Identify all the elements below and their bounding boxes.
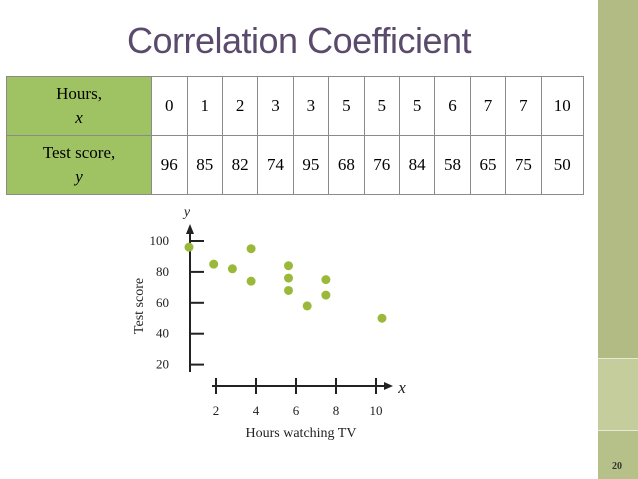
y-axis-label: Test score xyxy=(132,278,147,334)
hours-cell: 1 xyxy=(186,76,223,136)
score-cell: 96 xyxy=(151,135,188,195)
x-axis-var: x xyxy=(397,378,406,397)
side-strip-middle xyxy=(598,358,638,431)
score-cell: 95 xyxy=(292,135,330,195)
score-cell: 76 xyxy=(363,135,400,195)
y-tick-label: 60 xyxy=(156,295,169,310)
hours-cell: 2 xyxy=(221,76,259,136)
row-header-scores-var: y xyxy=(75,167,83,186)
side-decoration-strip xyxy=(598,0,638,479)
page-number: 20 xyxy=(612,461,622,472)
hours-cell: 5 xyxy=(398,76,436,136)
y-tick-label: 100 xyxy=(150,233,170,248)
score-cell: 84 xyxy=(398,135,436,195)
score-cell: 75 xyxy=(505,135,542,195)
hours-cell: 6 xyxy=(434,76,471,136)
score-cell: 74 xyxy=(257,135,294,195)
x-tick-label: 2 xyxy=(213,403,220,418)
data-point xyxy=(321,290,331,300)
y-tick-label: 40 xyxy=(156,326,169,341)
data-point xyxy=(284,273,293,283)
x-tick-label: 8 xyxy=(333,403,340,418)
score-cell: 68 xyxy=(328,135,365,195)
row-header-scores: Test score, y xyxy=(5,135,153,195)
data-point xyxy=(227,264,237,274)
y-tick-label: 20 xyxy=(156,357,169,372)
row-header-hours-var: x xyxy=(75,108,83,127)
score-cell: 82 xyxy=(221,135,259,195)
score-cell: 50 xyxy=(540,135,585,195)
hours-cell: 7 xyxy=(469,76,507,136)
y-tick-label: 80 xyxy=(156,264,169,279)
x-axis-arrow xyxy=(384,382,393,390)
data-point xyxy=(246,276,256,286)
row-header-scores-label: Test score, xyxy=(42,143,116,162)
slide-title: Correlation Coefficient xyxy=(126,20,472,61)
x-tick-label: 10 xyxy=(370,403,383,418)
x-axis-label: Hours watching TV xyxy=(246,426,357,441)
data-table: Hours, x 0 1 2 3 3 5 5 5 6 7 7 10 Test score, y 96 8… xyxy=(5,76,585,195)
side-strip-bottom xyxy=(598,430,638,479)
data-point xyxy=(284,285,293,295)
hours-cell: 3 xyxy=(292,76,330,136)
data-point xyxy=(284,261,293,271)
data-point xyxy=(302,301,312,311)
x-tick-label: 4 xyxy=(253,403,260,418)
data-point xyxy=(377,313,387,323)
table-row-scores: Test score, y 96 85 82 74 95 68 76 84 58 65 75 50 xyxy=(5,135,585,195)
y-axis-var: y xyxy=(182,205,191,220)
data-point xyxy=(209,259,219,269)
hours-cell: 5 xyxy=(328,76,365,136)
x-tick-label: 6 xyxy=(293,403,300,418)
hours-cell: 7 xyxy=(505,76,542,136)
row-header-hours-label: Hours, xyxy=(56,84,102,103)
data-point xyxy=(246,244,256,254)
hours-cell: 10 xyxy=(540,76,585,136)
score-cell: 65 xyxy=(469,135,507,195)
side-strip-top xyxy=(598,0,638,358)
hours-cell: 5 xyxy=(363,76,400,136)
data-point xyxy=(321,275,331,285)
table-row-hours: Hours, x 0 1 2 3 3 5 5 5 6 7 7 10 xyxy=(5,76,585,136)
data-point xyxy=(184,242,194,252)
scatter-plot: 20 40 60 80 100 2 4 6 8 10 y x Hours watching TV Test… xyxy=(132,205,406,441)
y-axis-arrow xyxy=(186,224,194,234)
score-cell: 58 xyxy=(434,135,471,195)
